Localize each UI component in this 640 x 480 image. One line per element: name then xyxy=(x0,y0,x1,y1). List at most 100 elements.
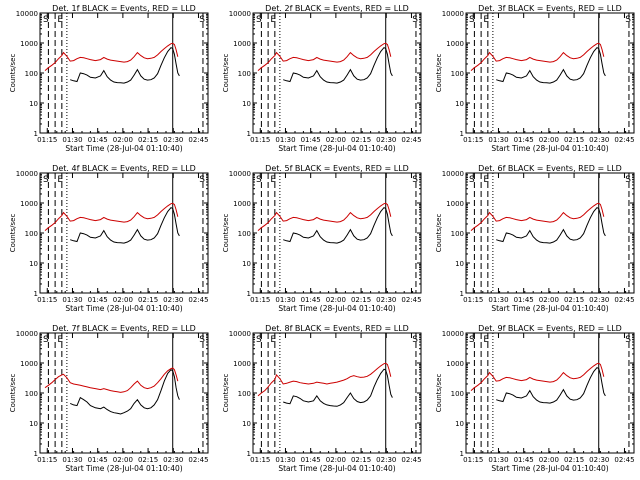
x-tick-label: 02:45 xyxy=(401,296,421,304)
y-axis-label: Counts/sec xyxy=(435,374,443,413)
y-tick-label: 10 xyxy=(455,260,464,268)
x-axis-label: Start Time (28-Jul-04 01:10:40) xyxy=(278,464,395,473)
x-tick-label: 02:30 xyxy=(589,136,609,144)
y-axis-label: Counts/sec xyxy=(222,54,230,93)
plot-frame xyxy=(252,172,422,294)
y-tick-label: 1000 xyxy=(446,40,464,48)
x-tick-label: 02:45 xyxy=(401,456,421,464)
series-events-line xyxy=(496,206,606,244)
x-tick-label: 02:15 xyxy=(564,456,584,464)
y-tick-label: 100 xyxy=(238,390,251,398)
plot-frame xyxy=(252,12,422,134)
x-tick-label: 02:45 xyxy=(188,136,208,144)
x-tick-label: 01:30 xyxy=(488,136,508,144)
interval-marker-label: S xyxy=(625,175,631,185)
series-events-line xyxy=(70,46,180,84)
y-tick-label: 10 xyxy=(242,420,251,428)
plot-frame xyxy=(465,172,635,294)
y-axis-label: Counts/sec xyxy=(222,374,230,413)
x-tick-label: 01:45 xyxy=(514,456,534,464)
y-tick-label: 1 xyxy=(247,450,251,458)
y-axis-label: Counts/sec xyxy=(9,214,17,253)
series-lld-line xyxy=(257,42,392,71)
x-tick-label: 01:30 xyxy=(488,296,508,304)
x-axis-label: Start Time (28-Jul-04 01:10:40) xyxy=(65,144,182,153)
x-tick-label: 01:15 xyxy=(37,456,57,464)
x-tick-label: 01:45 xyxy=(301,296,321,304)
x-tick-label: 02:30 xyxy=(163,456,183,464)
interval-marker-label: E xyxy=(270,15,276,25)
y-tick-label: 1000 xyxy=(20,200,38,208)
panel-title: Det. 2f BLACK = Events, RED = LLD xyxy=(265,4,409,13)
series-lld-line xyxy=(470,202,605,231)
x-tick-label: 01:45 xyxy=(88,456,108,464)
series-events-line xyxy=(283,46,393,84)
x-tick-label: 02:30 xyxy=(376,296,396,304)
y-tick-label: 10000 xyxy=(229,10,251,18)
interval-marker-label: S xyxy=(199,335,205,345)
x-axis-label: Start Time (28-Jul-04 01:10:40) xyxy=(491,304,608,313)
y-axis-label: Counts/sec xyxy=(435,214,443,253)
y-tick-label: 1000 xyxy=(233,200,251,208)
x-tick-label: 02:30 xyxy=(589,296,609,304)
x-tick-label: 01:30 xyxy=(62,296,82,304)
x-tick-label: 01:45 xyxy=(301,136,321,144)
series-lld-line xyxy=(44,42,179,71)
interval-marker-label: S xyxy=(625,335,631,345)
panel-title: Det. 6f BLACK = Events, RED = LLD xyxy=(478,164,622,173)
interval-marker-label: E xyxy=(270,175,276,185)
x-tick-label: 02:15 xyxy=(138,136,158,144)
x-tick-label: 01:45 xyxy=(514,296,534,304)
series-lld-line xyxy=(470,362,605,391)
x-tick-label: 01:30 xyxy=(275,296,295,304)
y-tick-label: 10 xyxy=(455,420,464,428)
series-events-line xyxy=(70,206,180,244)
y-tick-label: 10000 xyxy=(229,170,251,178)
y-tick-label: 10 xyxy=(242,260,251,268)
interval-marker-label: S xyxy=(412,15,418,25)
x-tick-label: 01:15 xyxy=(463,136,483,144)
x-tick-label: 01:15 xyxy=(250,136,270,144)
x-tick-label: 02:00 xyxy=(539,296,559,304)
x-tick-label: 02:00 xyxy=(113,296,133,304)
interval-marker-label: S xyxy=(256,15,262,25)
panel-title: Det. 4f BLACK = Events, RED = LLD xyxy=(52,164,196,173)
interval-marker-label: E xyxy=(57,175,63,185)
series-lld-line xyxy=(257,202,392,231)
x-tick-label: 02:15 xyxy=(564,296,584,304)
y-tick-label: 10 xyxy=(455,100,464,108)
interval-marker-label: S xyxy=(469,335,475,345)
x-axis-label: Start Time (28-Jul-04 01:10:40) xyxy=(491,144,608,153)
y-tick-label: 10000 xyxy=(442,10,464,18)
plot-frame xyxy=(252,332,422,454)
y-tick-label: 100 xyxy=(451,70,464,78)
y-tick-label: 1000 xyxy=(20,40,38,48)
interval-marker-label: S xyxy=(469,175,475,185)
y-tick-label: 10 xyxy=(29,260,38,268)
x-tick-label: 01:15 xyxy=(463,296,483,304)
x-tick-label: 02:00 xyxy=(539,456,559,464)
x-tick-label: 02:30 xyxy=(589,456,609,464)
y-tick-label: 10000 xyxy=(229,330,251,338)
y-tick-label: 1000 xyxy=(233,40,251,48)
interval-marker-label: S xyxy=(256,335,262,345)
y-tick-label: 100 xyxy=(238,230,251,238)
y-axis-label: Counts/sec xyxy=(9,54,17,93)
interval-marker-label: S xyxy=(256,175,262,185)
x-tick-label: 01:45 xyxy=(88,136,108,144)
x-tick-label: 02:00 xyxy=(539,136,559,144)
x-tick-label: 02:15 xyxy=(564,136,584,144)
x-tick-label: 02:30 xyxy=(376,136,396,144)
interval-marker-label: S xyxy=(43,175,49,185)
series-events-line xyxy=(283,368,393,407)
x-tick-label: 01:30 xyxy=(62,136,82,144)
y-tick-label: 10 xyxy=(29,420,38,428)
x-tick-label: 02:45 xyxy=(614,296,634,304)
y-tick-label: 10000 xyxy=(442,170,464,178)
series-lld-line xyxy=(44,367,179,393)
